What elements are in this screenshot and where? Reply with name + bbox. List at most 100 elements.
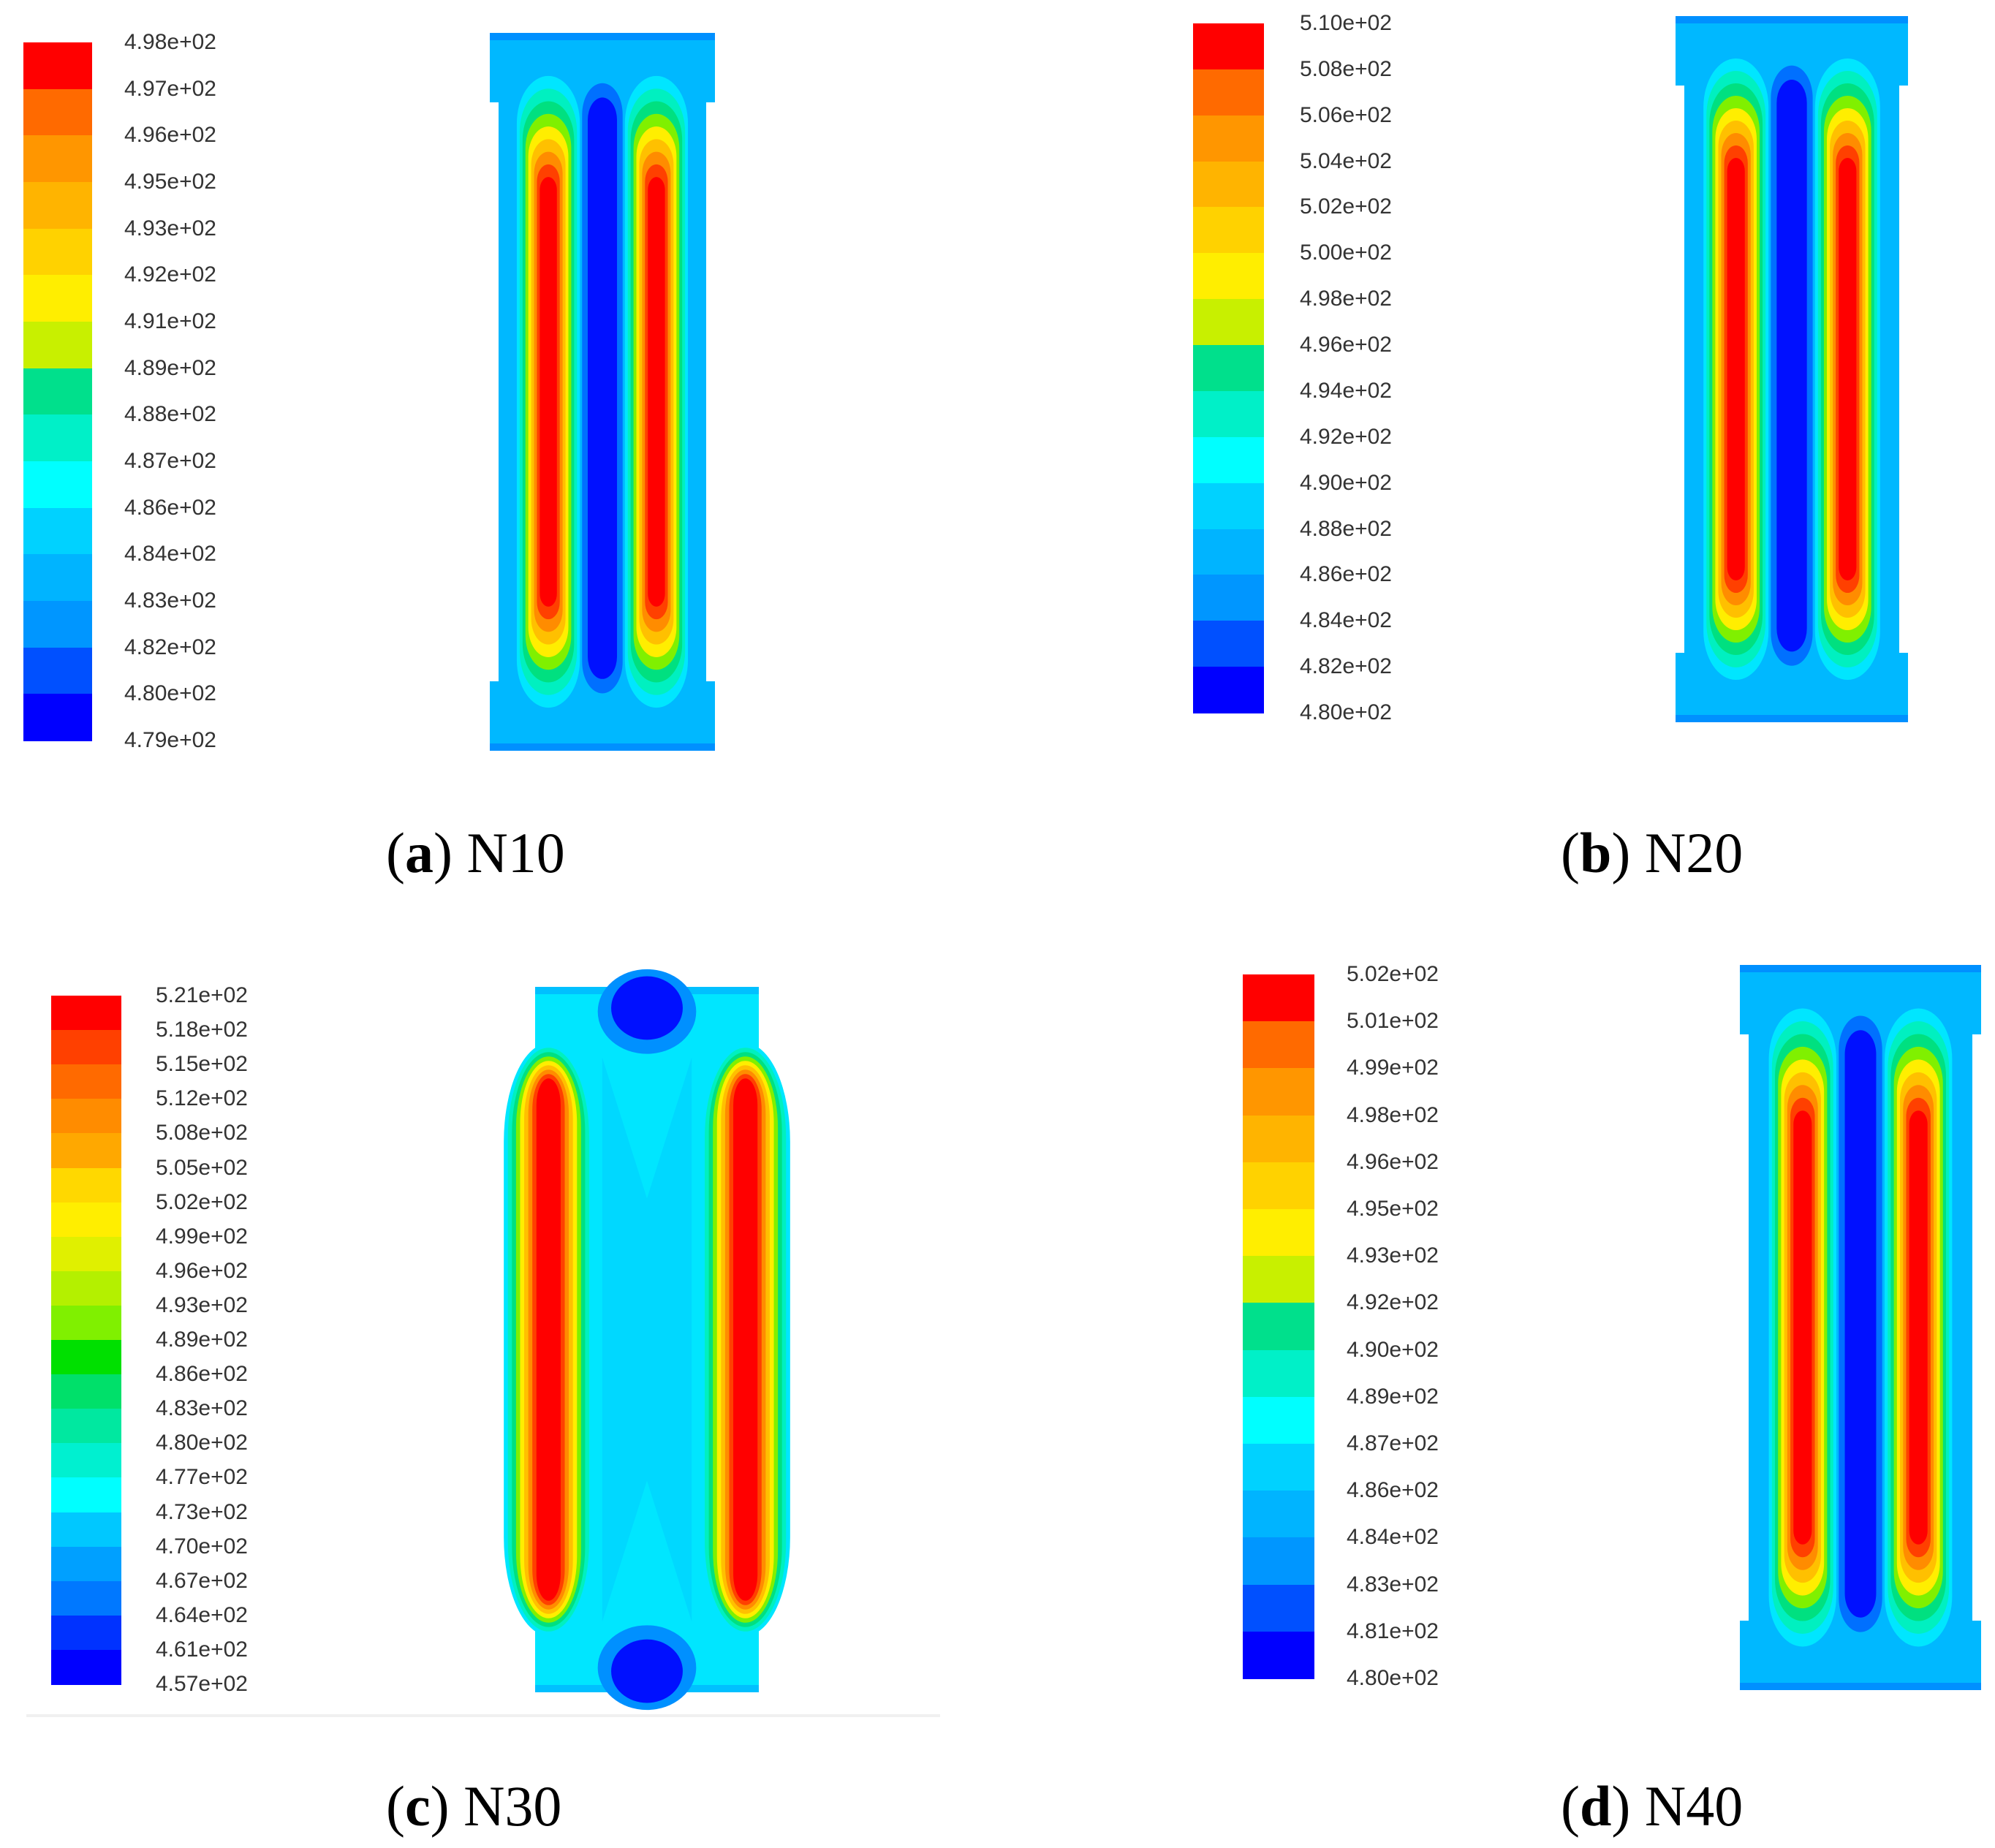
legend-swatch (1243, 1021, 1314, 1069)
legend-tick-label: 4.98e+02 (1347, 1102, 1439, 1127)
legend-tick-label: 4.84e+02 (1300, 608, 1392, 633)
legend-tick-label: 4.94e+02 (1300, 378, 1392, 403)
legend-swatch (1243, 974, 1314, 1022)
temperature-band (1793, 1110, 1812, 1545)
legend-tick-label: 5.02e+02 (1300, 194, 1392, 219)
cold-core (587, 97, 618, 679)
legend-tick-label: 4.86e+02 (124, 495, 216, 520)
legend-swatch (51, 1649, 121, 1685)
legend-swatch (1243, 1444, 1314, 1491)
legend-swatch (1243, 1491, 1314, 1538)
legend-swatch (51, 1064, 121, 1099)
legend-swatch (51, 1615, 121, 1651)
legend-tick-label: 4.96e+02 (156, 1258, 248, 1283)
legend-swatch (1193, 345, 1264, 392)
temperature-band (536, 1078, 561, 1601)
legend-swatch (51, 1443, 121, 1478)
legend-tick-label: 5.18e+02 (156, 1018, 248, 1042)
legend-swatch (1193, 207, 1264, 254)
caption-b: (b) N20 (1561, 821, 1744, 885)
temperature-band (1909, 1110, 1928, 1545)
legend-swatch (51, 1030, 121, 1065)
legend-tick-label: 5.10e+02 (1300, 11, 1392, 35)
legend-tick-label: 5.15e+02 (156, 1052, 248, 1077)
legend-swatch (23, 601, 92, 648)
legend-swatch (1243, 1396, 1314, 1444)
legend-swatch (51, 1099, 121, 1134)
legend-tick-label: 4.89e+02 (124, 355, 216, 380)
legend-tick-label: 4.87e+02 (124, 449, 216, 473)
legend-swatch (51, 1374, 121, 1409)
legend-tick-label: 4.83e+02 (1347, 1572, 1439, 1597)
legend-tick-label: 4.89e+02 (156, 1328, 248, 1352)
legend-swatch (23, 275, 92, 322)
legend-swatch (1243, 1162, 1314, 1210)
legend-swatch (51, 1270, 121, 1306)
temperature-band (648, 177, 665, 607)
legend-swatch (1243, 1303, 1314, 1351)
legend-swatch (1243, 1537, 1314, 1586)
legend-swatch (1243, 1584, 1314, 1632)
legend-tick-label: 4.88e+02 (124, 402, 216, 427)
legend-tick-label: 4.90e+02 (1347, 1337, 1439, 1362)
legend-swatch (1193, 253, 1264, 300)
legend-tick-label: 4.98e+02 (124, 30, 216, 54)
cold-core (1844, 1030, 1877, 1618)
legend-swatch (51, 1202, 121, 1238)
legend-tick-label: 4.77e+02 (156, 1465, 248, 1490)
cool-x-region (602, 1057, 692, 1622)
legend-tick-label: 4.80e+02 (1300, 700, 1392, 724)
top-edge (1676, 16, 1908, 23)
legend-tick-label: 4.86e+02 (156, 1362, 248, 1387)
legend-swatch (51, 1236, 121, 1272)
legend-tick-label: 4.96e+02 (1347, 1149, 1439, 1174)
legend-swatch (51, 1340, 121, 1375)
legend-tick-label: 4.82e+02 (1300, 654, 1392, 679)
legend-swatch (23, 228, 92, 276)
legend-swatch (1243, 1631, 1314, 1679)
top-edge (1740, 965, 1981, 972)
legend-tick-label: 5.21e+02 (156, 983, 248, 1007)
legend-tick-label: 4.79e+02 (124, 728, 216, 752)
legend-swatch (23, 461, 92, 509)
legend-tick-label: 4.84e+02 (1347, 1525, 1439, 1550)
legend-tick-label: 4.88e+02 (1300, 516, 1392, 541)
legend-swatch (1193, 621, 1264, 667)
legend-swatch (1193, 390, 1264, 438)
legend-swatch (23, 507, 92, 555)
contour-plot-c (504, 969, 790, 1711)
legend-tick-label: 5.01e+02 (1347, 1009, 1439, 1034)
legend-tick-label: 4.81e+02 (1347, 1618, 1439, 1643)
legend-swatch (23, 647, 92, 694)
legend-swatch (51, 1546, 121, 1582)
legend-tick-label: 4.95e+02 (124, 170, 216, 194)
legend-swatch (1193, 299, 1264, 346)
legend-tick-label: 4.96e+02 (124, 123, 216, 148)
caption-a: (a) N10 (386, 821, 565, 885)
legend-tick-label: 5.08e+02 (156, 1121, 248, 1145)
legend-tick-label: 4.80e+02 (124, 681, 216, 706)
legend-tick-label: 4.92e+02 (124, 262, 216, 287)
legend-swatch (23, 368, 92, 415)
temperature-band (1839, 157, 1857, 581)
legend-tick-label: 4.91e+02 (124, 309, 216, 333)
legend-swatch (1193, 23, 1264, 70)
legend-tick-label: 4.83e+02 (156, 1396, 248, 1421)
bottom-edge (1676, 715, 1908, 722)
temperature-band (1727, 157, 1745, 581)
legend-tick-label: 4.99e+02 (156, 1224, 248, 1249)
legend-tick-label: 4.89e+02 (1347, 1384, 1439, 1409)
legend-tick-label: 4.80e+02 (156, 1431, 248, 1455)
legend-tick-label: 4.57e+02 (156, 1672, 248, 1696)
legend-tick-label: 4.90e+02 (1300, 470, 1392, 495)
top-edge (490, 33, 715, 40)
legend-swatch (1193, 69, 1264, 116)
legend-tick-label: 4.84e+02 (124, 542, 216, 567)
legend-swatch (51, 1409, 121, 1444)
legend-swatch (51, 1580, 121, 1616)
legend-swatch (1243, 1256, 1314, 1303)
cold-cap-bottom (611, 1639, 683, 1703)
caption-d: (d) N40 (1561, 1774, 1744, 1838)
legend-swatch (51, 1512, 121, 1548)
legend-tick-label: 4.93e+02 (1347, 1243, 1439, 1268)
